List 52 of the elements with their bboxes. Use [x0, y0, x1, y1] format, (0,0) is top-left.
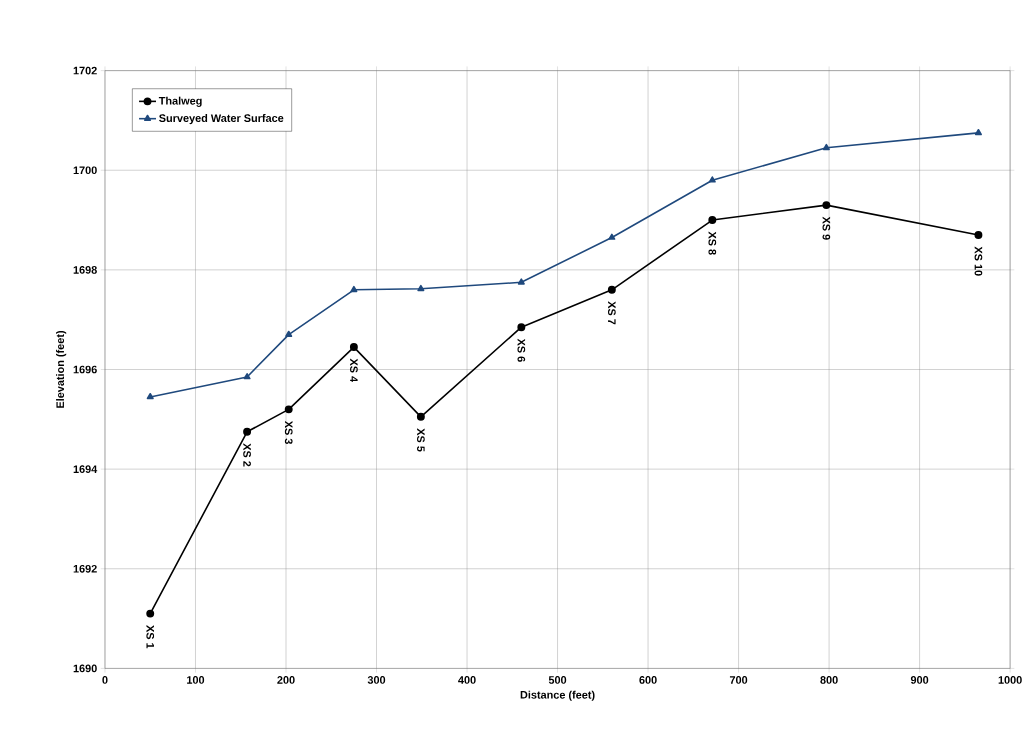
- point: [146, 392, 154, 400]
- y-tick-label: 1698: [73, 266, 97, 274]
- point: [708, 176, 716, 183]
- annotation: XS 3: [284, 420, 293, 445]
- annotation: XS 7: [607, 301, 616, 325]
- y-tick-label: 1696: [73, 365, 97, 374]
- x-axis-title: Distance (feet): [520, 690, 595, 701]
- annotation: XS 8: [708, 231, 717, 255]
- x-tick-label: 900: [910, 676, 929, 684]
- point: [416, 412, 425, 421]
- point: [417, 284, 425, 292]
- y-tick-label: 1694: [73, 465, 98, 473]
- point: [974, 128, 982, 136]
- point: [285, 330, 293, 338]
- x-tick-label: 800: [820, 676, 838, 684]
- point: [243, 373, 251, 380]
- point: [349, 343, 358, 352]
- point: [822, 143, 830, 151]
- point: [517, 323, 526, 332]
- annotation: XS 1: [146, 625, 155, 649]
- point: [350, 285, 358, 293]
- x-tick-label: 100: [187, 676, 205, 684]
- annotation: XS 2: [243, 443, 251, 467]
- point: [284, 405, 293, 414]
- point: [608, 233, 616, 240]
- y-tick-label: 1690: [73, 664, 97, 673]
- annotation: XS 5: [417, 428, 425, 452]
- x-tick-label: 200: [277, 676, 295, 684]
- point: [517, 278, 525, 285]
- y-tick-label: 1702: [73, 66, 97, 75]
- y-tick-label: 1700: [73, 166, 97, 175]
- x-tick-label: 1000: [998, 676, 1022, 684]
- annotation: XS 9: [822, 216, 831, 240]
- point: [708, 216, 717, 225]
- x-tick-label: 500: [548, 676, 567, 684]
- point: [974, 231, 983, 239]
- point: [146, 609, 155, 618]
- annotation: XS 6: [517, 338, 526, 362]
- y-tick-label: 1692: [73, 564, 97, 573]
- annotation: XS 4: [350, 358, 358, 383]
- annotation: XS 10: [974, 246, 983, 276]
- point: [243, 427, 252, 436]
- x-tick-label: 0: [102, 676, 108, 684]
- x-tick-label: 600: [639, 676, 657, 684]
- x-tick-label: 400: [458, 676, 476, 684]
- point: [607, 285, 616, 294]
- legend-label: Thalweg: [158, 96, 202, 107]
- y-axis-title: Elevation (feet): [56, 330, 67, 408]
- legend-label: Surveyed Water Surface: [159, 113, 284, 125]
- point: [822, 201, 831, 210]
- x-tick-label: 300: [367, 676, 386, 684]
- x-tick-label: 700: [729, 676, 748, 684]
